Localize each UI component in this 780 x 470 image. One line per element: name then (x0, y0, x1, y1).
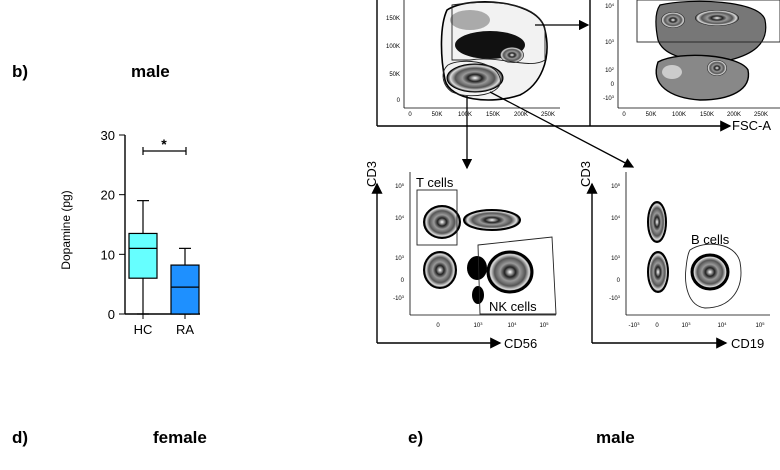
significance-marker: * (161, 136, 167, 152)
boxplot-y-ticks: 0 10 20 30 (101, 128, 125, 322)
panel-d-label: d) (12, 428, 29, 447)
boxplot-boxes (128, 200, 200, 315)
boxplot-y-label: Dopamine (pg) (59, 190, 73, 269)
tr-upper-population (655, 0, 767, 62)
fsc-ytick: 100K (386, 44, 400, 50)
cd3-axis-label-1: CD3 (364, 161, 379, 187)
svg-text:104: 104 (718, 321, 728, 329)
svg-text:104: 104 (605, 2, 615, 10)
flow-plot-cd19: CD3 CD19 105 104 103 0 -103 -103 0 103 1… (578, 161, 770, 351)
svg-text:104: 104 (611, 214, 621, 222)
panel-b-label: b) (12, 62, 29, 81)
fsc-a-axis-label: FSC-A (732, 118, 771, 133)
boxplot-y-tick-label: 0 (108, 307, 115, 322)
svg-text:-103: -103 (603, 94, 615, 102)
lymphocyte-gate (442, 60, 501, 97)
svg-text:250K: 250K (754, 112, 768, 118)
fsc-cluster-core (500, 47, 524, 63)
svg-text:0: 0 (611, 82, 615, 88)
boxplot-chart: 0 10 20 30 HC RA Dopamine (pg) * (59, 128, 200, 337)
svg-text:0: 0 (617, 278, 621, 284)
tr-gate (636, 0, 780, 43)
boxplot-x-tick-label: HC (134, 322, 153, 337)
svg-text:-103: -103 (629, 321, 641, 329)
cd19-axis-label: CD19 (731, 336, 764, 351)
t-cells-gate (416, 189, 458, 246)
b-cells-label: B cells (691, 232, 730, 247)
significance-bracket (142, 147, 187, 155)
svg-text:103: 103 (605, 38, 615, 46)
svg-text:-103: -103 (609, 294, 621, 302)
svg-text:150K: 150K (700, 112, 714, 118)
svg-text:50K: 50K (646, 112, 657, 118)
svg-text:103: 103 (474, 321, 484, 329)
svg-text:-103: -103 (393, 294, 405, 302)
b-cells-gate (685, 243, 742, 309)
box-hc (128, 232, 158, 279)
panel-e-title: male (596, 428, 635, 447)
svg-text:103: 103 (395, 254, 405, 262)
fsc-lymph-cluster (446, 63, 504, 93)
svg-text:0: 0 (655, 323, 659, 329)
fsc-xtick: 200K (514, 112, 528, 118)
boxplot-x-tick-label: RA (176, 322, 194, 337)
svg-text:103: 103 (611, 254, 621, 262)
svg-text:0: 0 (436, 323, 440, 329)
panel-d-title: female (153, 428, 207, 447)
svg-text:105: 105 (395, 182, 405, 190)
svg-text:105: 105 (756, 321, 766, 329)
fsc-ytick: 0 (397, 98, 401, 104)
fsc-ytick: 150K (386, 16, 400, 22)
svg-text:104: 104 (395, 214, 405, 222)
svg-text:200K: 200K (727, 112, 741, 118)
nk-cells-label: NK cells (489, 299, 537, 314)
svg-text:103: 103 (682, 321, 692, 329)
cd3-axis-label-2: CD3 (578, 161, 593, 187)
flow-plot-cd56: CD3 CD56 105 104 103 0 -103 0 103 104 10… (364, 161, 557, 351)
boxplot-y-tick-label: 20 (101, 188, 115, 203)
flow-plot-top-right: FSC-A 104 103 102 0 -103 0 50K 100K 150K… (589, 0, 780, 133)
flow-plot-fsc: 150K 100K 50K 0 0 50K 100K 150K 200K 250… (376, 0, 590, 127)
svg-text:0: 0 (622, 112, 626, 118)
boxplot-y-tick-label: 10 (101, 247, 115, 262)
panel-e-label: e) (408, 428, 424, 447)
boxplot-y-tick-label: 30 (101, 128, 115, 143)
fsc-xtick: 250K (541, 112, 555, 118)
fsc-xtick: 50K (432, 112, 443, 118)
fsc-xtick: 0 (408, 112, 412, 118)
fsc-upper-cluster (450, 10, 490, 30)
arrow-to-cd19 (489, 91, 635, 168)
svg-text:102: 102 (605, 66, 615, 74)
panel-b-title: male (131, 62, 170, 81)
svg-text:104: 104 (508, 321, 518, 329)
svg-text:100K: 100K (672, 112, 686, 118)
svg-text:105: 105 (540, 321, 550, 329)
svg-text:0: 0 (401, 278, 405, 284)
cd56-axis-label: CD56 (504, 336, 537, 351)
box-ra (170, 264, 200, 315)
fsc-gate (451, 2, 546, 64)
fsc-xtick: 150K (486, 112, 500, 118)
t-cells-label: T cells (416, 175, 454, 190)
fsc-ytick: 50K (389, 72, 400, 78)
fsc-xtick: 100K (458, 112, 472, 118)
svg-text:105: 105 (611, 182, 621, 190)
nk-cells-gate (477, 236, 557, 315)
boxplot-x-ticks: HC RA (134, 314, 194, 337)
